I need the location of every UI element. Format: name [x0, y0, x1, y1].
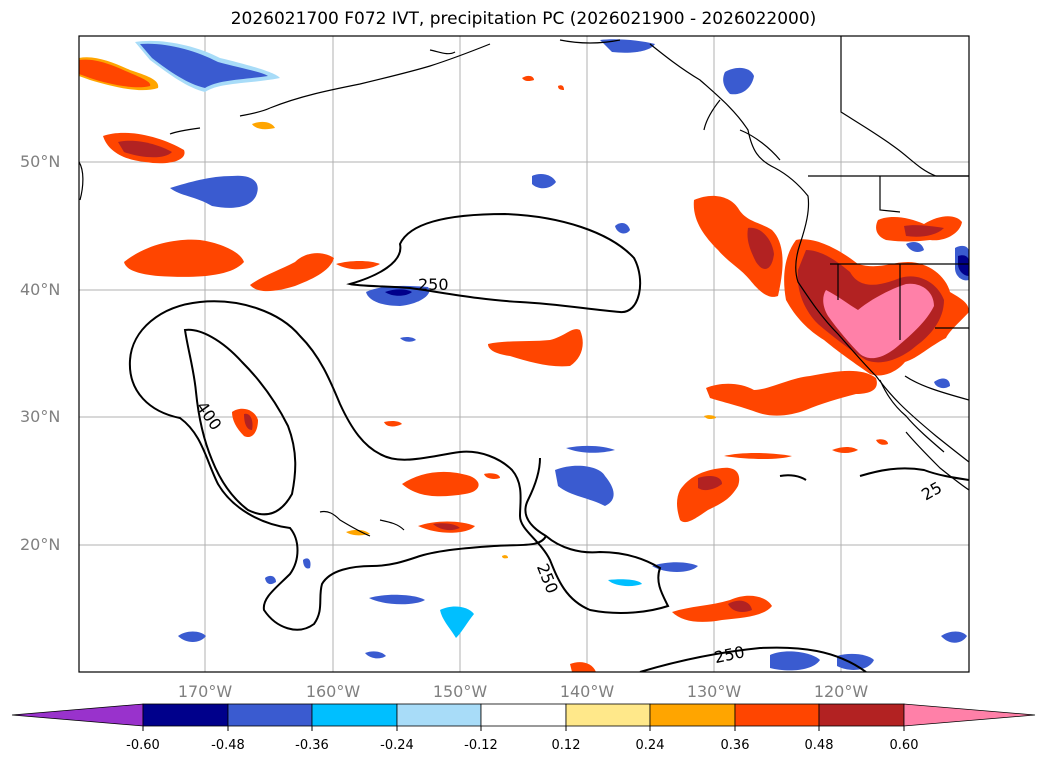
colorbar-tick-label: -0.36 — [295, 738, 329, 753]
lat-label-30n: 30°N — [20, 407, 61, 426]
colorbar-bin — [565, 703, 651, 727]
negative-precip-regions — [135, 39, 969, 671]
colorbar-tick-label: -0.60 — [126, 738, 160, 753]
colorbar-tick-label: 0.36 — [720, 738, 750, 753]
contour-label-250-south: 250 — [533, 561, 562, 596]
lon-label-130w: 130°W — [686, 682, 742, 701]
colorbar-tick-label: -0.12 — [464, 738, 498, 753]
lat-label-20n: 20°N — [20, 535, 61, 554]
contour-label-250-north: 250 — [418, 275, 449, 294]
lon-label-140w: 140°W — [559, 682, 615, 701]
colorbar-bin — [227, 703, 313, 727]
colorbar-bin — [311, 703, 398, 727]
lon-label-160w: 160°W — [305, 682, 361, 701]
contour-label-250-bottom: 250 — [712, 642, 746, 667]
colorbar-bin — [649, 703, 736, 727]
colorbar-bin — [480, 703, 567, 727]
colorbar-tick-label: 0.60 — [889, 738, 919, 753]
positive-precip-regions — [79, 57, 969, 672]
colorbar-upper-extension — [903, 703, 1036, 727]
lon-label-150w: 150°W — [432, 682, 488, 701]
lon-label-170w: 170°W — [177, 682, 233, 701]
lat-label-40n: 40°N — [20, 280, 61, 299]
coastlines — [79, 36, 969, 537]
colorbar-bin — [142, 703, 229, 727]
colorbar-bin — [734, 703, 820, 727]
ivt-contours — [128, 212, 969, 672]
colorbar-bin — [818, 703, 905, 727]
map-title: 2026021700 F072 IVT, precipitation PC (2… — [230, 9, 817, 29]
colorbar-tick-label: -0.48 — [211, 738, 245, 753]
lon-label-120w: 120°W — [813, 682, 869, 701]
colorbar-tick-label: 0.12 — [551, 738, 581, 753]
colorbar — [11, 703, 1036, 727]
colorbar-tick-label: 0.24 — [635, 738, 665, 753]
contour-label-25-east: 25 — [918, 478, 945, 505]
colorbar-lower-extension — [11, 703, 144, 727]
colorbar-tick-label: -0.24 — [380, 738, 414, 753]
colorbar-tick-label: 0.48 — [804, 738, 834, 753]
lat-label-50n: 50°N — [20, 152, 61, 171]
colorbar-bin — [396, 703, 482, 727]
